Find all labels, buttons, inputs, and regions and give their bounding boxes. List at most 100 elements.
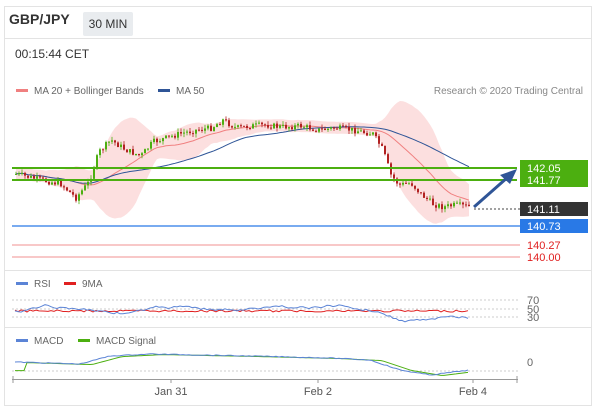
candle-body	[333, 127, 335, 129]
legend-macd-signal: MACD Signal	[78, 336, 156, 347]
candle-body	[306, 125, 308, 128]
price-label-140-27: 140.27	[527, 240, 561, 252]
price-label-140-73: 140.73	[527, 221, 561, 233]
candle-body	[297, 123, 299, 126]
candle-body	[294, 125, 296, 130]
candle-body	[69, 190, 71, 193]
candle-body	[459, 202, 461, 204]
candle-body	[27, 175, 29, 178]
candle-body	[174, 135, 176, 138]
candle-body	[201, 129, 203, 131]
bollinger-bands	[16, 101, 469, 224]
candle-body	[75, 194, 77, 201]
candle-body	[432, 198, 434, 206]
candle-body	[426, 197, 428, 199]
macd-line	[14, 353, 469, 376]
candle-body	[222, 119, 224, 125]
candle-body	[117, 142, 119, 148]
legend-9ma: 9MA	[64, 279, 103, 290]
macd-signal-line	[15, 354, 469, 376]
candle-body	[66, 187, 68, 191]
candle-body	[105, 142, 107, 150]
candle-body	[279, 125, 281, 128]
price-tag-resistance	[520, 160, 588, 187]
candle-body	[300, 123, 302, 128]
candle-body	[339, 125, 341, 130]
candle-body	[120, 144, 122, 148]
candle-body	[39, 176, 41, 178]
candle-body	[129, 149, 131, 153]
candle-body	[162, 138, 164, 142]
candle-body	[78, 194, 80, 201]
candle-body	[324, 128, 326, 130]
candle-body	[447, 204, 449, 207]
candle-body	[348, 126, 350, 131]
candle-body	[384, 145, 386, 155]
candle-body	[357, 131, 359, 134]
candle-body	[36, 176, 38, 179]
candle-body	[159, 141, 161, 143]
candle-body	[270, 127, 272, 129]
candle-body	[243, 125, 245, 127]
candle-body	[303, 127, 305, 129]
candle-body	[96, 155, 98, 169]
candle-body	[153, 138, 155, 142]
price-label-141-77: 141.77	[527, 175, 561, 187]
bollinger-band-area	[16, 101, 469, 224]
candle-body	[372, 132, 374, 135]
candle-body	[240, 125, 242, 127]
candle-body	[60, 180, 62, 187]
candle-body	[207, 125, 209, 129]
candle-body	[393, 174, 395, 179]
candle-body	[330, 127, 332, 129]
candle-body	[192, 133, 194, 135]
legend-macd: MACD	[16, 336, 63, 347]
candle-body	[54, 182, 56, 185]
candle-body	[195, 129, 197, 134]
candle-body	[18, 173, 20, 175]
candle-body	[252, 124, 254, 129]
legend-macd-signal-label: MACD Signal	[96, 336, 157, 347]
x-label-jan31: Jan 31	[154, 386, 187, 398]
candle-body	[321, 128, 323, 130]
legend-ma50: MA 50	[158, 86, 204, 97]
legend-ma20: MA 20 + Bollinger Bands	[16, 86, 144, 97]
candle-body	[198, 129, 200, 131]
candle-body	[468, 204, 470, 207]
macd-signal-swatch	[78, 338, 90, 342]
legend-rsi: RSI	[16, 279, 51, 290]
candle-body	[276, 123, 278, 128]
candle-body	[111, 140, 113, 142]
candle-body	[312, 129, 314, 131]
candle-body	[168, 135, 170, 137]
x-label-feb2: Feb 2	[304, 386, 332, 398]
candle-body	[369, 134, 371, 136]
candle-body	[273, 123, 275, 129]
ma20-line	[15, 124, 470, 201]
candle-body	[228, 120, 230, 127]
candle-body	[33, 176, 35, 179]
candle-body	[462, 202, 464, 205]
candle-body	[255, 123, 257, 125]
candle-body	[444, 206, 446, 210]
candle-body	[327, 128, 329, 130]
candle-body	[336, 128, 338, 130]
candle-body	[237, 125, 239, 127]
legend-ma20-label: MA 20 + Bollinger Bands	[34, 86, 144, 97]
candle-body	[183, 132, 185, 134]
price-label-142-05: 142.05	[527, 163, 561, 175]
candle-body	[375, 132, 377, 137]
candle-body	[189, 131, 191, 134]
candle-body	[429, 198, 431, 200]
candle-body	[423, 192, 425, 198]
candle-body	[177, 132, 179, 138]
candle-body	[210, 125, 212, 131]
timeframe-button[interactable]: 30 MIN	[83, 12, 133, 36]
chart-frame	[4, 6, 592, 406]
candle-body	[411, 183, 413, 186]
candle-body	[291, 127, 293, 130]
rsi-line	[14, 304, 469, 323]
currency-pair-title: GBP/JPY	[9, 11, 70, 27]
candle-body	[123, 144, 125, 150]
candle-body	[48, 182, 50, 185]
